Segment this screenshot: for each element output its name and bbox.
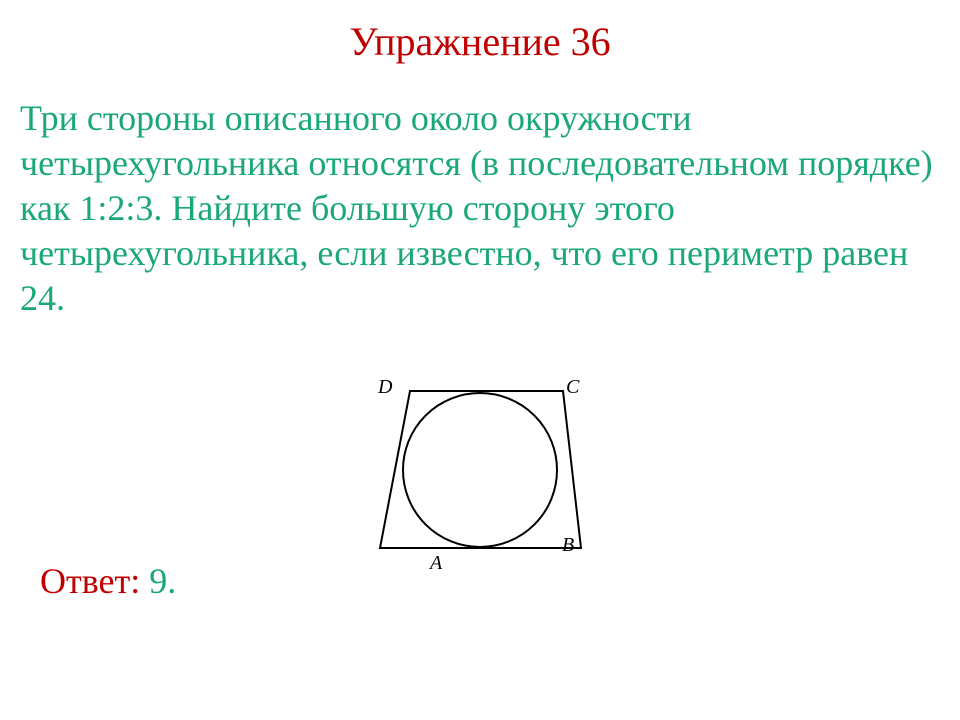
vertex-label-d: D [378,376,392,399]
vertex-label-c: C [566,376,579,399]
diagram-svg [330,360,630,580]
problem-text: Три стороны описанного около окружности … [20,96,940,321]
answer-line: Ответ: 9. [40,560,176,602]
geometry-diagram: D C A B [330,360,630,580]
vertex-label-a: A [430,552,442,575]
inscribed-circle [403,393,557,547]
slide-title: Упражнение 36 [0,18,960,65]
vertex-label-b: B [562,534,574,557]
answer-label: Ответ: [40,561,140,601]
quadrilateral [380,391,581,548]
answer-value: 9. [140,561,176,601]
slide: Упражнение 36 Три стороны описанного око… [0,0,960,720]
